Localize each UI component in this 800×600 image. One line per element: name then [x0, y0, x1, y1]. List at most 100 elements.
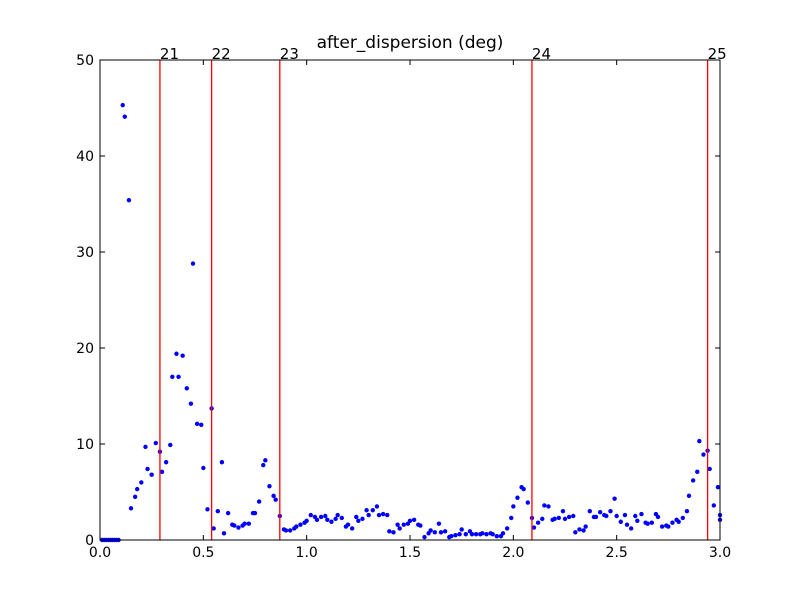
data-point: [666, 524, 671, 529]
data-point: [571, 513, 576, 519]
data-point: [680, 515, 685, 521]
data-point: [449, 533, 454, 539]
data-point: [509, 515, 514, 521]
data-point: [540, 516, 545, 522]
data-point: [684, 509, 690, 514]
x-tick-label: 2.0: [502, 545, 524, 561]
data-point: [385, 512, 390, 518]
data-point: [308, 512, 313, 518]
data-point: [294, 524, 299, 529]
data-points: [99, 102, 723, 543]
data-point: [490, 532, 495, 537]
data-point: [428, 528, 433, 533]
data-point: [273, 497, 278, 502]
data-point: [608, 509, 613, 514]
data-point: [194, 421, 200, 427]
data-point: [438, 530, 444, 535]
x-tick-label: 1.5: [399, 545, 421, 561]
data-point: [366, 512, 371, 518]
data-point: [556, 515, 561, 521]
data-point: [411, 517, 417, 523]
x-tick-label: 1.0: [296, 545, 318, 561]
data-point: [463, 532, 468, 537]
data-point: [494, 533, 499, 539]
data-point: [263, 458, 268, 463]
data-point: [215, 509, 220, 514]
plot-area: 21 22 23 24 25 0.0 0.5 1.0 1.5 2.0 2.5 3.0 0 10 20 30 4…: [76, 45, 731, 561]
data-point: [176, 374, 181, 379]
data-point: [360, 516, 365, 522]
data-point: [126, 197, 132, 203]
data-point: [205, 507, 210, 512]
data-point: [457, 532, 462, 537]
data-point: [318, 514, 324, 520]
data-point: [645, 521, 650, 526]
data-point: [199, 422, 204, 427]
data-point: [349, 526, 355, 531]
data-point: [314, 517, 320, 523]
data-point: [624, 522, 630, 527]
data-point: [135, 486, 140, 492]
data-point: [184, 386, 189, 391]
y-tick-label: 10: [76, 437, 94, 453]
y-tick-label: 0: [85, 533, 94, 549]
vertical-line-label-25: 25: [708, 45, 727, 63]
data-point: [612, 496, 617, 501]
data-point: [618, 519, 623, 524]
data-point: [122, 114, 128, 119]
data-point: [604, 513, 609, 519]
data-point: [676, 519, 681, 524]
data-point: [701, 452, 706, 457]
data-point: [345, 522, 351, 527]
x-tick-label: 2.5: [606, 545, 628, 561]
data-point: [695, 469, 700, 475]
data-point: [236, 525, 241, 530]
data-point: [715, 485, 721, 490]
data-point: [242, 521, 247, 526]
data-point: [159, 469, 165, 475]
data-point: [149, 472, 154, 477]
vertical-line-label-22: 22: [212, 45, 231, 63]
data-point: [304, 518, 309, 523]
data-point: [633, 513, 638, 519]
data-point: [370, 508, 375, 513]
axis-ticks: 0.0 0.5 1.0 1.5 2.0 2.5 3.0 0 10 20 30 40 50: [76, 53, 731, 561]
data-point: [542, 503, 547, 508]
data-point: [573, 530, 578, 535]
data-point: [283, 528, 289, 533]
data-point: [128, 506, 134, 511]
data-point: [225, 510, 231, 516]
data-point: [252, 510, 258, 516]
data-point: [271, 493, 276, 499]
data-point: [139, 480, 144, 485]
data-point: [690, 478, 696, 483]
data-point: [597, 509, 603, 515]
data-point: [174, 351, 179, 356]
data-point: [560, 509, 566, 514]
data-point: [655, 514, 661, 520]
data-point: [298, 522, 303, 527]
data-point: [635, 518, 640, 523]
data-point: [521, 486, 526, 492]
data-point: [323, 513, 328, 519]
data-point: [232, 523, 237, 528]
data-point: [221, 531, 227, 536]
data-point: [201, 465, 206, 471]
data-point: [500, 531, 506, 536]
vertical-lines: 21 22 23 24 25: [159, 45, 727, 540]
y-tick-label: 40: [76, 149, 94, 165]
data-point: [219, 460, 225, 465]
data-point: [145, 466, 150, 472]
data-point: [577, 527, 582, 532]
data-point: [422, 534, 427, 540]
data-point: [436, 521, 442, 526]
data-point: [504, 526, 510, 531]
data-point: [397, 526, 402, 531]
data-point: [376, 512, 382, 518]
data-point: [153, 440, 158, 446]
data-point: [246, 521, 251, 526]
data-point: [453, 533, 458, 538]
data-point: [287, 528, 293, 533]
data-point: [511, 504, 516, 509]
data-point: [407, 518, 413, 523]
